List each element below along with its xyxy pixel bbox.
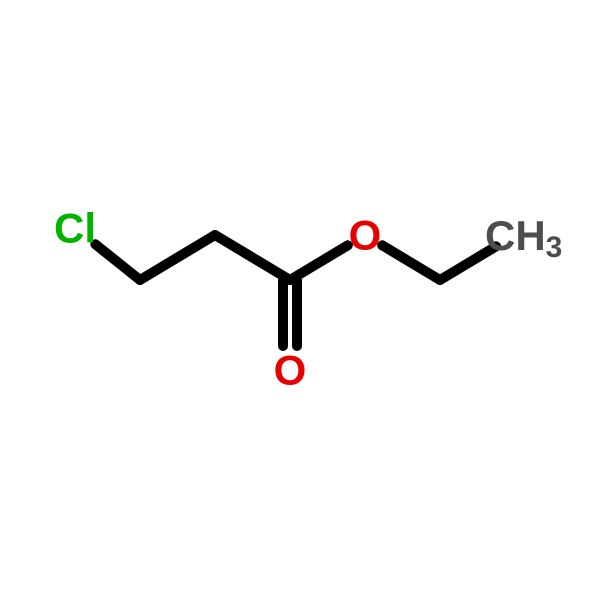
atom-O1: O <box>274 347 307 394</box>
bond <box>290 245 348 280</box>
bond <box>382 245 440 280</box>
atom-Cl: Cl <box>54 205 96 252</box>
atom-C5: CH3 <box>485 212 562 264</box>
atom-O2: O <box>349 212 382 259</box>
bond <box>140 235 215 280</box>
bond <box>95 244 140 280</box>
molecule-diagram: Cl O O CH3 <box>0 0 600 600</box>
bond <box>215 235 290 280</box>
